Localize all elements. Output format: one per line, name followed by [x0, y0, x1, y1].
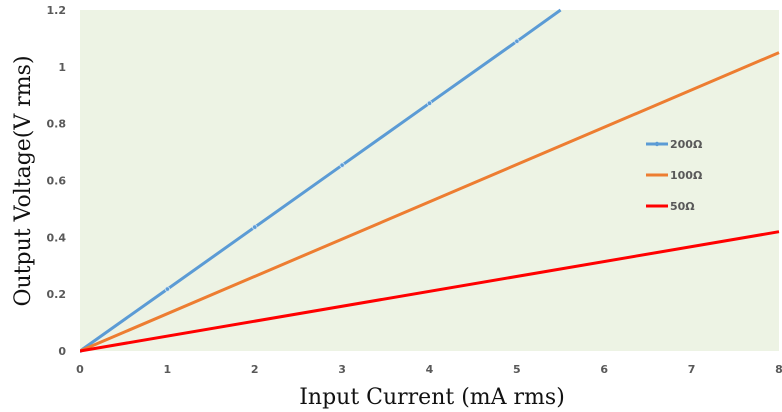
x-tick-label: 4 — [426, 363, 434, 376]
series-lines — [80, 8, 780, 353]
x-tick-label: 1 — [164, 363, 172, 376]
legend-label: 50Ω — [670, 200, 695, 213]
y-tick-label: 1.2 — [47, 4, 67, 17]
y-tick-label: 0 — [58, 345, 66, 358]
x-tick-label: 2 — [251, 363, 259, 376]
x-tick-label: 5 — [513, 363, 521, 376]
x-tick-label: 0 — [76, 363, 84, 376]
x-axis-ticks: 0 1 2 3 4 5 6 7 8 — [76, 363, 782, 376]
x-tick-label: 8 — [775, 363, 782, 376]
legend: 200Ω 100Ω 50Ω — [646, 138, 703, 213]
x-axis-title: Input Current (mA rms) — [299, 385, 565, 410]
legend-label: 200Ω — [670, 138, 703, 151]
series-point-0 — [339, 162, 345, 168]
series-point-0 — [426, 100, 433, 106]
y-tick-label: 1 — [58, 61, 66, 74]
x-tick-label: 7 — [688, 363, 696, 376]
y-tick-label: 0.4 — [47, 231, 67, 244]
series-line-2 — [80, 230, 780, 353]
series-point-0 — [252, 224, 258, 230]
y-tick-label: 0.8 — [47, 118, 67, 131]
y-tick-label: 0.6 — [47, 175, 67, 188]
y-axis-title: Output Voltage(V rms) — [11, 55, 36, 306]
series-point-0 — [164, 286, 170, 292]
x-tick-label: 3 — [338, 363, 346, 376]
y-tick-label: 0.2 — [47, 288, 67, 301]
y-axis-ticks: 0 0.2 0.4 0.6 0.8 1 1.2 — [47, 4, 67, 358]
series-line-1 — [80, 51, 780, 353]
series-point-0 — [514, 38, 520, 44]
plot-area — [80, 10, 779, 351]
legend-label: 100Ω — [670, 169, 703, 182]
x-tick-label: 6 — [600, 363, 608, 376]
legend-marker — [654, 141, 660, 147]
